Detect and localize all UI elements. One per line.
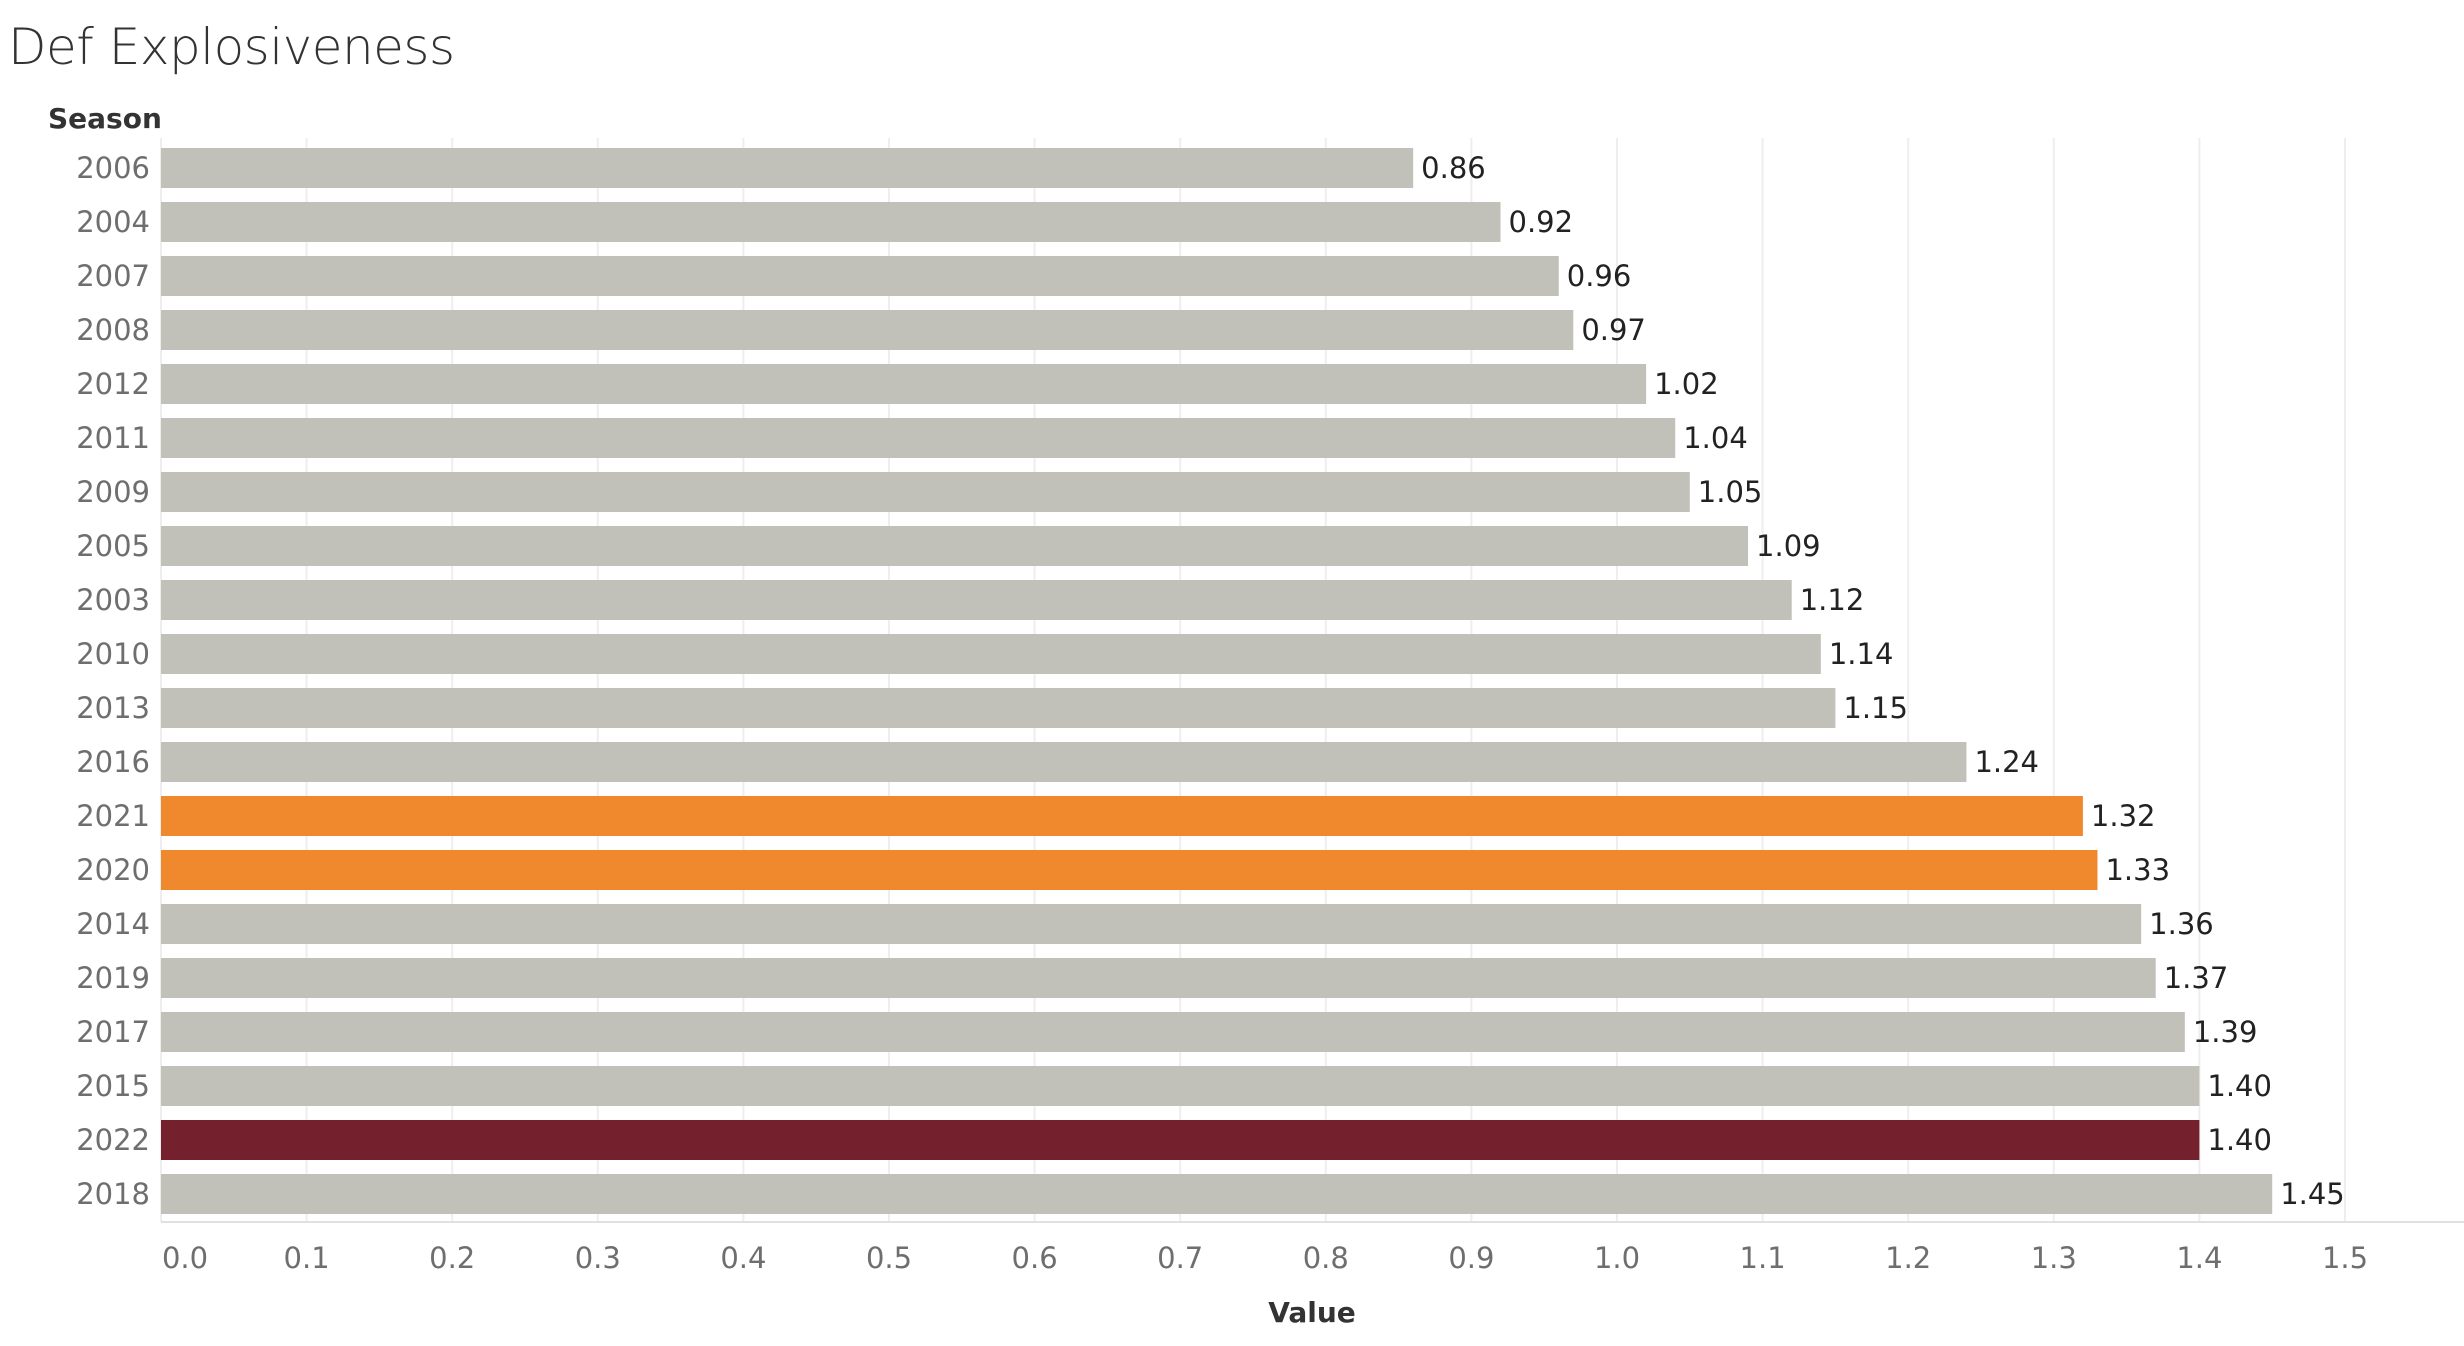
data-label: 1.33	[2105, 853, 2170, 887]
data-label: 1.02	[1654, 367, 1719, 401]
x-tick-label: 0.9	[1448, 1241, 1494, 1275]
bar	[161, 310, 1574, 350]
bar	[161, 148, 1414, 188]
bar	[161, 958, 2156, 998]
category-label: 2014	[76, 907, 150, 941]
category-label: 2007	[76, 259, 150, 293]
category-label: 2011	[76, 421, 150, 455]
bar	[161, 742, 1967, 782]
x-tick-label: 1.1	[1740, 1241, 1786, 1275]
x-tick-label: 0.5	[866, 1241, 912, 1275]
data-label: 1.24	[1974, 745, 2039, 779]
category-label: 2022	[76, 1123, 150, 1157]
bar	[161, 850, 2098, 890]
x-tick-label: 0.6	[1012, 1241, 1058, 1275]
category-label: 2005	[76, 529, 150, 563]
data-label: 1.12	[1800, 583, 1865, 617]
category-label: 2018	[76, 1177, 150, 1211]
category-label: 2020	[76, 853, 150, 887]
bar	[161, 526, 1749, 566]
bar	[161, 796, 2083, 836]
x-tick-label: 1.0	[1594, 1241, 1640, 1275]
data-label: 0.86	[1421, 151, 1486, 185]
y-axis-title: Season	[48, 102, 162, 135]
x-tick-label: 0.8	[1303, 1241, 1349, 1275]
bar	[161, 1120, 2200, 1160]
data-label: 1.32	[2091, 799, 2156, 833]
x-axis-title: Value	[1268, 1296, 1356, 1329]
category-label: 2017	[76, 1015, 150, 1049]
bar	[161, 472, 1690, 512]
category-labels: 2006 2004 2007 2008 2012 2011 2009 2005 2003 2010…	[76, 151, 150, 1211]
x-tick-label: 0.7	[1157, 1241, 1203, 1275]
bar	[161, 1174, 2273, 1214]
bar	[161, 418, 1676, 458]
data-label: 1.36	[2149, 907, 2214, 941]
category-label: 2016	[76, 745, 150, 779]
data-label: 1.15	[1843, 691, 1908, 725]
value-labels: 0.86 0.92 0.96 0.971.02 1.04 1.05 1.09 1.12 1.14…	[1421, 151, 2345, 1211]
bar	[161, 1066, 2200, 1106]
x-tick-label: 0.3	[575, 1241, 621, 1275]
bars	[161, 148, 2273, 1214]
bar	[161, 202, 1501, 242]
x-axis-ticks: 0.0 0.1 0.2 0.3 0.4 0.5 0.6 0.7 0.8 0.9 1.0 1.1 1.2 1…	[162, 1241, 2368, 1275]
data-label: 1.45	[2280, 1177, 2345, 1211]
category-label: 2004	[76, 205, 150, 239]
x-tick-label: 0.2	[429, 1241, 475, 1275]
x-tick-label: 1.4	[2176, 1241, 2222, 1275]
data-label: 0.97	[1581, 313, 1646, 347]
bar	[161, 904, 2142, 944]
data-label: 1.40	[2207, 1069, 2272, 1103]
gridlines	[160, 138, 2464, 1223]
category-label: 2013	[76, 691, 150, 725]
category-label: 2021	[76, 799, 150, 833]
chart-title: Def Explosiveness	[8, 18, 455, 76]
data-label: 0.92	[1509, 205, 1574, 239]
category-label: 2015	[76, 1069, 150, 1103]
category-label: 2008	[76, 313, 150, 347]
category-label: 2003	[76, 583, 150, 617]
bar	[161, 364, 1647, 404]
category-label: 2019	[76, 961, 150, 995]
bar	[161, 688, 1836, 728]
category-label: 2009	[76, 475, 150, 509]
data-label: 0.96	[1567, 259, 1632, 293]
x-tick-label: 1.3	[2031, 1241, 2077, 1275]
data-label: 1.09	[1756, 529, 1821, 563]
bar	[161, 634, 1821, 674]
data-label: 1.39	[2193, 1015, 2258, 1049]
data-label: 1.04	[1683, 421, 1748, 455]
x-tick-label: 0.1	[284, 1241, 330, 1275]
bar	[161, 256, 1559, 296]
category-label: 2006	[76, 151, 150, 185]
x-tick-label: 0.4	[720, 1241, 766, 1275]
x-tick-label: 1.5	[2322, 1241, 2368, 1275]
bar	[161, 1012, 2185, 1052]
x-tick-label: 0.0	[162, 1241, 208, 1275]
data-label: 1.40	[2207, 1123, 2272, 1157]
data-label: 1.05	[1698, 475, 1763, 509]
data-label: 1.14	[1829, 637, 1894, 671]
data-label: 1.37	[2164, 961, 2229, 995]
category-label: 2010	[76, 637, 150, 671]
category-label: 2012	[76, 367, 150, 401]
x-tick-label: 1.2	[1885, 1241, 1931, 1275]
bar	[161, 580, 1792, 620]
